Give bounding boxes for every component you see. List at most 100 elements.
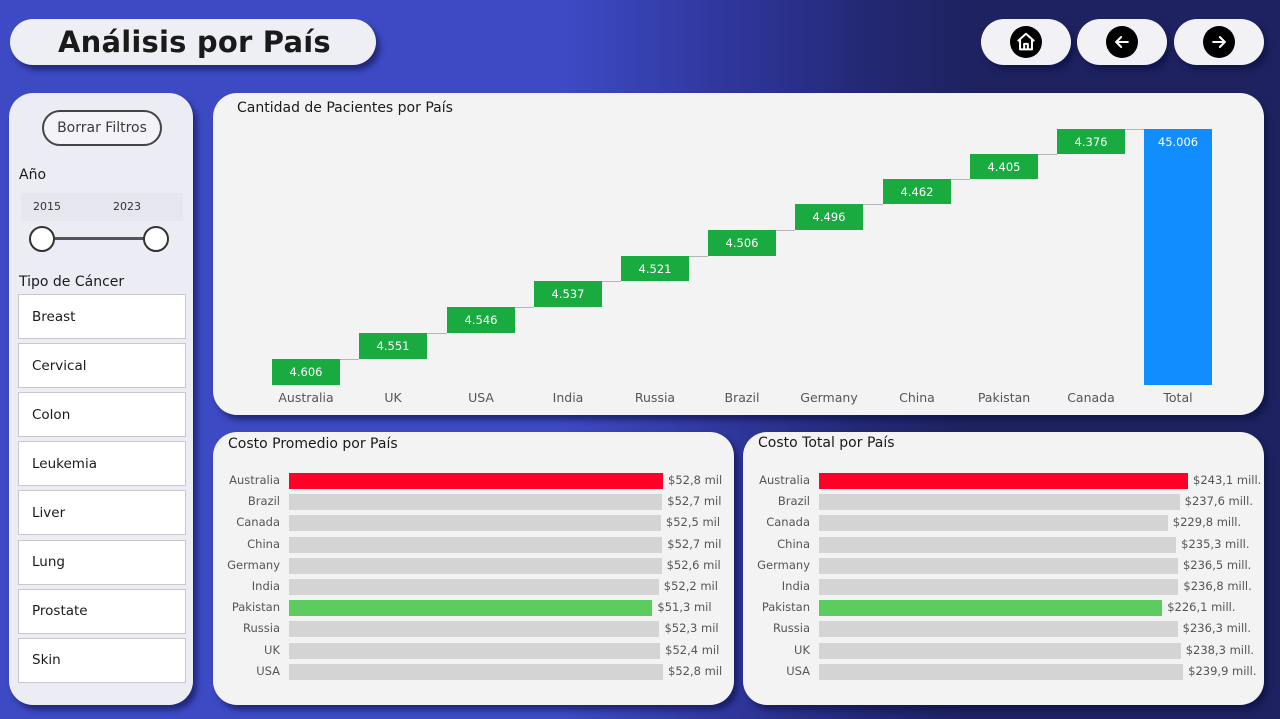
year-min-value: 2015 xyxy=(33,200,61,213)
bar-australia[interactable] xyxy=(819,473,1188,489)
bar-germany[interactable] xyxy=(819,557,1178,574)
cancer-type-option-leukemia[interactable]: Leukemia xyxy=(18,441,186,487)
bar-usa[interactable] xyxy=(289,663,663,680)
bar-pakistan[interactable] xyxy=(289,600,653,617)
waterfall-x-label: China xyxy=(899,390,935,405)
bar-value-label: $236,5 mill. xyxy=(1182,557,1252,572)
waterfall-x-label: Total xyxy=(1163,390,1193,405)
year-slider-max-handle[interactable] xyxy=(143,226,169,252)
waterfall-bar-brazil[interactable]: 4.506 xyxy=(708,229,776,256)
waterfall-bar-australia[interactable]: 4.606 xyxy=(272,358,340,385)
waterfall-connector xyxy=(515,307,534,309)
bar-australia[interactable] xyxy=(289,473,663,489)
waterfall-x-label: Germany xyxy=(800,390,858,405)
bar-category-label: Pakistan xyxy=(231,600,280,615)
page-title-banner: Análisis por País xyxy=(10,19,376,65)
bar-category-label: India xyxy=(251,579,280,593)
bar-value-label: $236,8 mill. xyxy=(1183,579,1252,593)
bar-category-label: China xyxy=(777,536,810,551)
bar-brazil[interactable] xyxy=(289,494,663,511)
waterfall-bar-india[interactable]: 4.537 xyxy=(534,281,602,308)
bar-category-label: UK xyxy=(794,642,810,657)
bar-category-label: Australia xyxy=(229,473,280,487)
waterfall-bar-uk[interactable]: 4.551 xyxy=(359,332,427,359)
bar-category-label: USA xyxy=(786,663,810,678)
waterfall-connector xyxy=(427,332,447,334)
bar-value-label: $226,1 mill. xyxy=(1167,600,1236,615)
waterfall-connector xyxy=(951,178,970,180)
waterfall-x-label: Canada xyxy=(1067,390,1115,405)
waterfall-connector xyxy=(689,255,708,257)
bar-value-label: $238,3 mill. xyxy=(1185,642,1255,657)
cancer-type-option-skin[interactable]: Skin xyxy=(18,637,186,683)
home-button[interactable] xyxy=(981,19,1071,65)
cancer-type-option-liver[interactable]: Liver xyxy=(18,490,186,536)
waterfall-bar-value: 4.546 xyxy=(464,313,498,328)
waterfall-connector xyxy=(863,204,883,206)
page-title: Análisis por País xyxy=(58,25,331,59)
home-icon xyxy=(1010,26,1042,58)
filter-panel: Borrar Filtros Año 2015 2023 Tipo de Cán… xyxy=(9,93,193,705)
bar-category-label: Australia xyxy=(759,473,810,487)
back-button[interactable] xyxy=(1077,19,1167,65)
bar-value-label: $51,3 mil xyxy=(657,600,712,615)
forward-button[interactable] xyxy=(1174,19,1264,65)
bar-value-label: $52,7 mil xyxy=(667,536,722,551)
bar-canada[interactable] xyxy=(289,515,661,532)
waterfall-connector xyxy=(776,229,795,231)
waterfall-x-label: Brazil xyxy=(724,390,760,405)
bar-category-label: Germany xyxy=(757,557,810,572)
waterfall-bar-value: 4.537 xyxy=(551,287,585,302)
bar-canada[interactable] xyxy=(819,515,1168,532)
waterfall-bar-total[interactable]: 45.006 xyxy=(1144,129,1212,385)
bar-india[interactable] xyxy=(289,579,659,595)
bar-value-label: $52,5 mil xyxy=(665,515,721,530)
bar-russia[interactable] xyxy=(819,621,1178,638)
waterfall-x-label: Pakistan xyxy=(977,390,1031,405)
waterfall-bar-canada[interactable]: 4.376 xyxy=(1057,129,1125,154)
cancer-type-option-breast[interactable]: Breast xyxy=(18,294,186,339)
bar-pakistan[interactable] xyxy=(819,600,1163,617)
bar-usa[interactable] xyxy=(819,663,1184,680)
cancer-type-option-lung[interactable]: Lung xyxy=(18,539,186,585)
waterfall-bar-usa[interactable]: 4.546 xyxy=(447,307,515,333)
bar-china[interactable] xyxy=(819,536,1177,553)
bar-category-label: China xyxy=(247,536,280,551)
waterfall-connector xyxy=(340,358,359,360)
bar-category-label: India xyxy=(781,579,810,593)
bar-uk[interactable] xyxy=(819,642,1181,659)
bar-india[interactable] xyxy=(819,579,1179,595)
bar-value-label: $52,7 mil xyxy=(667,494,722,509)
bar-category-label: Brazil xyxy=(777,494,810,509)
bar-russia[interactable] xyxy=(289,621,660,638)
year-slider-track[interactable] xyxy=(42,237,157,240)
waterfall-bar-value: 45.006 xyxy=(1157,135,1199,149)
bar-value-label: $52,2 mil xyxy=(663,579,718,593)
waterfall-bar-value: 4.376 xyxy=(1074,135,1108,149)
clear-filters-button[interactable]: Borrar Filtros xyxy=(42,110,162,146)
bar-value-label: $235,3 mill. xyxy=(1181,536,1250,551)
waterfall-bar-china[interactable]: 4.462 xyxy=(883,178,951,205)
year-slider-min-handle[interactable] xyxy=(29,226,55,252)
arrow-left-icon xyxy=(1106,26,1138,58)
arrow-right-icon xyxy=(1203,26,1235,58)
waterfall-bar-value: 4.506 xyxy=(725,235,759,250)
bar-value-label: $52,8 mil xyxy=(668,663,723,678)
bar-category-label: USA xyxy=(256,663,280,678)
bar-germany[interactable] xyxy=(289,557,662,574)
waterfall-bar-germany[interactable]: 4.496 xyxy=(795,204,863,230)
waterfall-bar-russia[interactable]: 4.521 xyxy=(621,255,689,282)
waterfall-bar-pakistan[interactable]: 4.405 xyxy=(970,153,1038,179)
bar-category-label: Canada xyxy=(236,515,280,530)
cancer-type-option-colon[interactable]: Colon xyxy=(18,392,186,438)
waterfall-x-label: India xyxy=(552,390,584,405)
cancer-type-option-prostate[interactable]: Prostate xyxy=(18,588,186,634)
bar-china[interactable] xyxy=(289,536,663,553)
waterfall-x-label: USA xyxy=(468,390,494,405)
bar-brazil[interactable] xyxy=(819,494,1180,511)
bar-category-label: Russia xyxy=(773,621,810,636)
cancer-type-option-cervical[interactable]: Cervical xyxy=(18,343,186,389)
bar-uk[interactable] xyxy=(289,642,661,659)
waterfall-bar-value: 4.551 xyxy=(376,338,410,353)
waterfall-connector xyxy=(1038,153,1057,155)
